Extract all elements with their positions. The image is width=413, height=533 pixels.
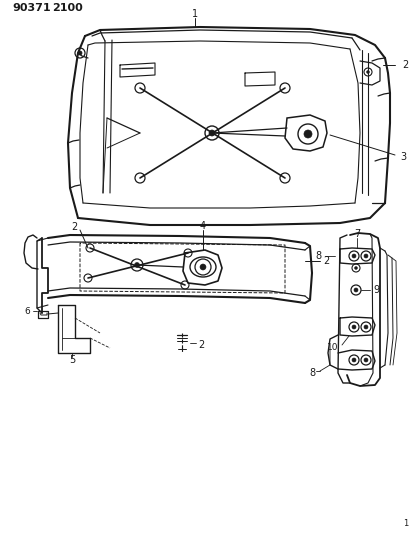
Text: 8: 8	[309, 368, 315, 378]
Circle shape	[199, 264, 206, 270]
Circle shape	[351, 358, 355, 362]
Circle shape	[134, 262, 139, 268]
Circle shape	[351, 254, 355, 258]
Text: 10: 10	[326, 343, 337, 351]
Ellipse shape	[190, 257, 216, 277]
Circle shape	[209, 130, 214, 136]
Text: 2: 2	[197, 340, 204, 350]
Text: 4: 4	[199, 221, 206, 231]
Circle shape	[351, 325, 355, 329]
Text: 7: 7	[353, 229, 359, 239]
Circle shape	[366, 70, 369, 74]
Circle shape	[363, 358, 367, 362]
Circle shape	[354, 266, 357, 270]
Text: 8: 8	[315, 251, 321, 261]
Text: 6: 6	[24, 306, 30, 316]
Text: 9: 9	[372, 285, 378, 295]
Text: 1: 1	[192, 9, 197, 19]
Text: 2: 2	[322, 256, 328, 266]
Circle shape	[78, 51, 82, 55]
Text: 3: 3	[399, 152, 405, 162]
Text: 2100: 2100	[52, 3, 83, 13]
Text: 1: 1	[402, 519, 407, 528]
Text: 2: 2	[71, 222, 78, 232]
Text: 2: 2	[401, 60, 407, 70]
Circle shape	[303, 130, 311, 138]
Circle shape	[363, 254, 367, 258]
Text: 5: 5	[69, 355, 75, 365]
Circle shape	[353, 288, 357, 292]
Text: 90371: 90371	[12, 3, 50, 13]
Circle shape	[363, 325, 367, 329]
